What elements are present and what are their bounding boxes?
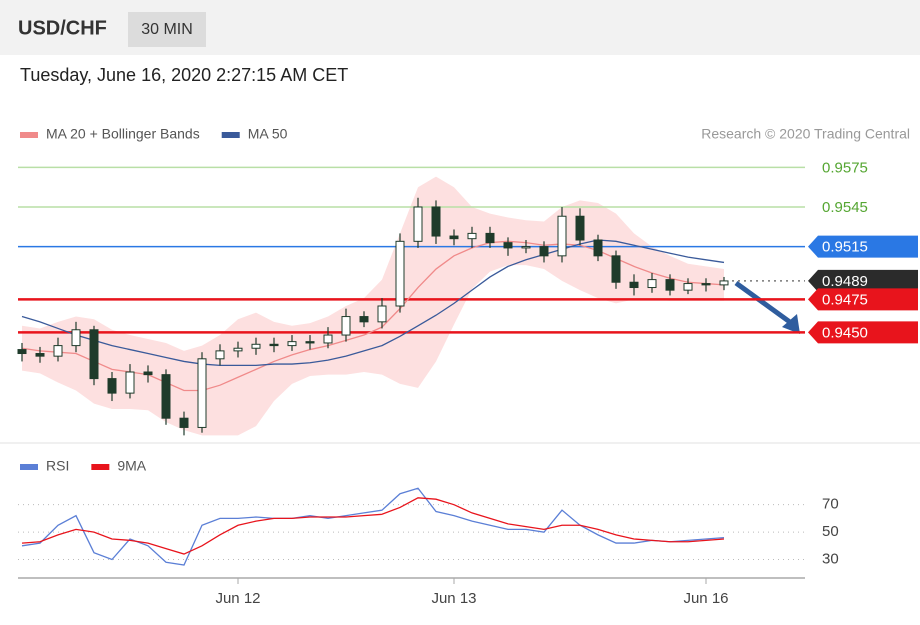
candle-body	[431, 206, 441, 237]
level-label: 0.9489	[822, 273, 868, 290]
candle-body	[701, 283, 711, 286]
forecast-arrow-head	[782, 314, 800, 334]
symbol: USD/CHF	[18, 17, 107, 39]
candle-body	[611, 255, 621, 283]
candle-body	[125, 371, 135, 394]
level-badge	[808, 235, 918, 258]
candle-body	[53, 345, 63, 357]
candle-body	[503, 242, 513, 249]
candle-body	[575, 215, 585, 241]
legend-label: MA 50	[248, 126, 288, 142]
candle-body	[467, 232, 477, 240]
level-badge	[808, 269, 918, 292]
candle-body	[539, 246, 549, 257]
legend-label: 9MA	[117, 458, 146, 474]
x-tick-label: Jun 16	[683, 590, 728, 607]
candle-body	[197, 358, 207, 428]
candle-body	[233, 347, 243, 352]
candle-body	[521, 246, 531, 249]
candle-body	[593, 239, 603, 257]
candle-body	[89, 329, 99, 380]
legend-label: RSI	[46, 458, 69, 474]
level-label: 0.9545	[822, 199, 868, 216]
legend-swatch	[91, 464, 110, 470]
legend-swatch	[20, 464, 38, 470]
indicator-line	[21, 487, 725, 566]
candle-body	[719, 280, 729, 286]
candle-body	[71, 329, 81, 347]
ma-line	[21, 239, 725, 367]
candle-body	[17, 349, 27, 355]
candle-body	[341, 316, 351, 336]
legend-label: MA 20 + Bollinger Bands	[46, 126, 200, 142]
candle-body	[485, 232, 495, 244]
indicator-line	[21, 497, 725, 555]
candle-body	[269, 343, 279, 347]
level-label: 0.9575	[822, 159, 868, 176]
y-tick-label: 50	[822, 523, 839, 540]
level-badge	[808, 288, 918, 311]
candle-body	[35, 353, 45, 357]
level-badge	[808, 321, 918, 344]
ma-line	[21, 240, 725, 392]
candle-body	[665, 279, 675, 291]
level-label: 0.9450	[822, 324, 868, 341]
candle-body	[395, 240, 405, 307]
candle-body	[107, 378, 117, 394]
credit: Research © 2020 Trading Central	[701, 126, 910, 142]
candle-body	[629, 281, 639, 289]
level-label: 0.9475	[822, 291, 868, 308]
timestamp: Tuesday, June 16, 2020 2:27:15 AM CET	[20, 65, 348, 85]
candle-body	[215, 350, 225, 360]
candle-body	[359, 316, 369, 323]
candle-body	[557, 215, 567, 257]
candle-body	[449, 235, 459, 240]
bollinger-band	[22, 176, 724, 436]
timeframe[interactable]: 30 MIN	[141, 21, 193, 38]
candle-body	[413, 206, 423, 242]
candle-body	[143, 371, 153, 376]
candle-body	[377, 305, 387, 323]
x-tick-label: Jun 12	[215, 590, 260, 607]
y-tick-label: 70	[822, 496, 839, 513]
legend-swatch	[221, 132, 240, 138]
candle-body	[323, 334, 333, 344]
legend-swatch	[20, 132, 38, 138]
candle-body	[287, 341, 297, 347]
forecast-arrow	[734, 280, 796, 328]
candle-body	[161, 374, 171, 419]
y-tick-label: 30	[822, 551, 839, 568]
x-tick-label: Jun 13	[431, 590, 476, 607]
level-label: 0.9515	[822, 239, 868, 256]
candle-body	[305, 341, 315, 344]
candle-body	[251, 343, 261, 349]
candle-body	[647, 279, 657, 289]
candle-body	[179, 417, 189, 428]
timeframe-box[interactable]	[128, 12, 206, 47]
candle-body	[683, 283, 693, 291]
